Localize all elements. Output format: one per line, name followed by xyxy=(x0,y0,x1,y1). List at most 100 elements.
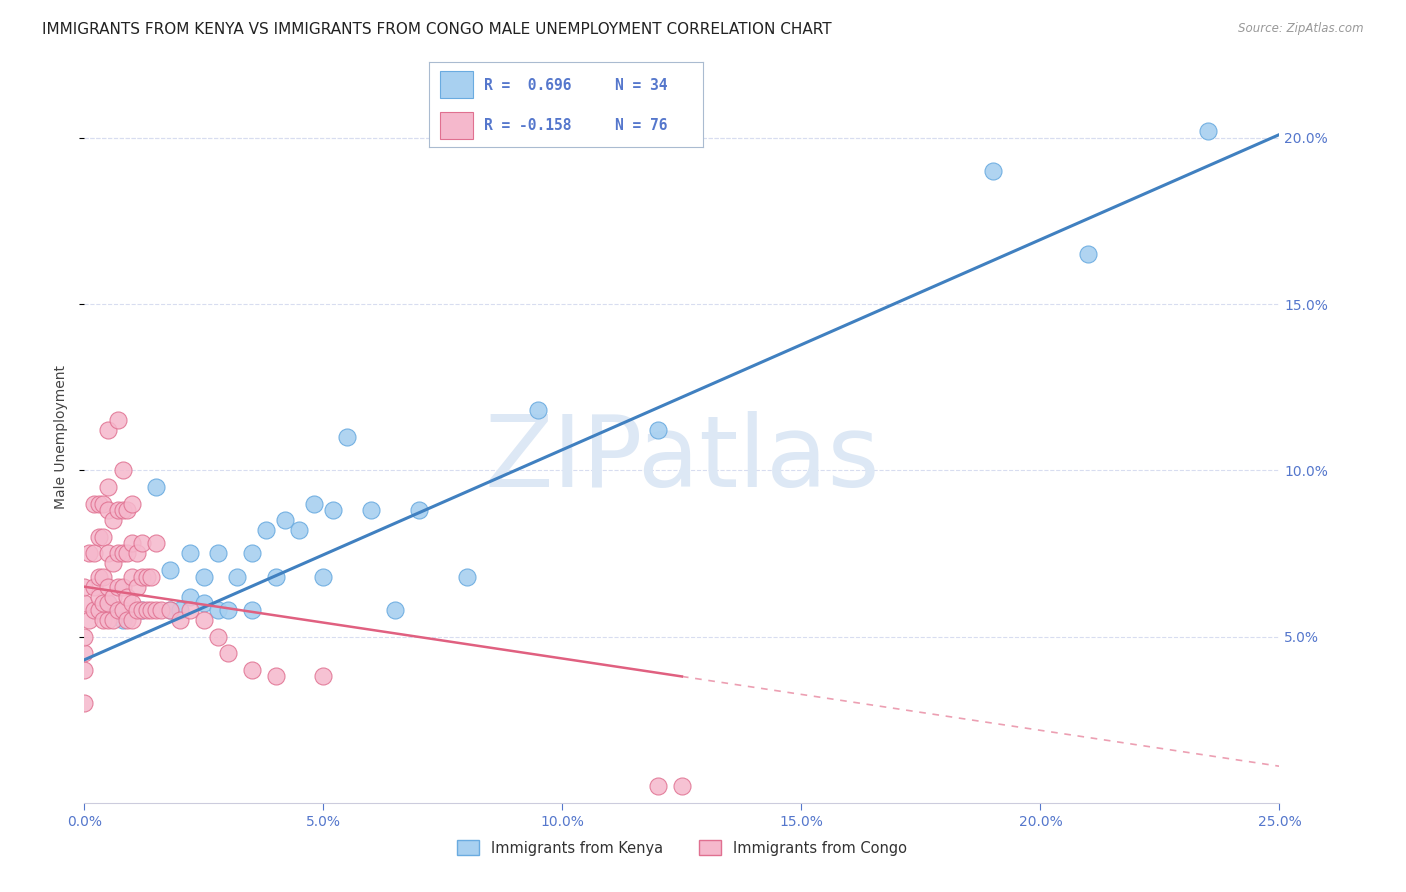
Point xyxy=(73,580,96,594)
Point xyxy=(1197,124,1219,138)
Point xyxy=(87,603,110,617)
Point xyxy=(111,546,134,560)
Point xyxy=(159,603,181,617)
Point xyxy=(179,603,201,617)
Y-axis label: Male Unemployment: Male Unemployment xyxy=(55,365,69,509)
Point xyxy=(207,630,229,644)
Point xyxy=(141,603,163,617)
Point xyxy=(240,603,263,617)
Point xyxy=(193,596,215,610)
Bar xyxy=(440,112,472,139)
Point xyxy=(288,523,311,537)
Point xyxy=(384,603,406,617)
Point xyxy=(240,546,263,560)
Point xyxy=(121,570,143,584)
Point xyxy=(107,603,129,617)
Point xyxy=(312,669,335,683)
Point xyxy=(671,779,693,793)
Point xyxy=(336,430,359,444)
Point xyxy=(193,613,215,627)
Point xyxy=(97,596,120,610)
Point xyxy=(93,570,115,584)
Point xyxy=(264,669,287,683)
Point xyxy=(141,570,163,584)
Point xyxy=(322,503,344,517)
Point xyxy=(135,603,157,617)
Legend: Immigrants from Kenya, Immigrants from Congo: Immigrants from Kenya, Immigrants from C… xyxy=(451,834,912,862)
Text: IMMIGRANTS FROM KENYA VS IMMIGRANTS FROM CONGO MALE UNEMPLOYMENT CORRELATION CHA: IMMIGRANTS FROM KENYA VS IMMIGRANTS FROM… xyxy=(42,22,832,37)
Point xyxy=(87,590,110,604)
Point xyxy=(111,580,134,594)
Point xyxy=(145,536,167,550)
Text: Source: ZipAtlas.com: Source: ZipAtlas.com xyxy=(1239,22,1364,36)
Point xyxy=(121,613,143,627)
Point xyxy=(73,646,96,660)
Point xyxy=(77,546,100,560)
Point xyxy=(87,530,110,544)
Text: R = -0.158: R = -0.158 xyxy=(484,118,571,133)
Point xyxy=(83,546,105,560)
Point xyxy=(77,613,100,627)
Point xyxy=(107,580,129,594)
Point xyxy=(1077,247,1099,261)
Point xyxy=(240,663,263,677)
Point xyxy=(83,603,105,617)
Point xyxy=(360,503,382,517)
Point xyxy=(117,546,139,560)
Point xyxy=(73,596,96,610)
Point xyxy=(97,546,120,560)
Text: N = 34: N = 34 xyxy=(616,78,668,93)
Point xyxy=(131,570,153,584)
Point xyxy=(111,603,134,617)
Point xyxy=(101,513,124,527)
Point xyxy=(97,580,120,594)
Point xyxy=(131,603,153,617)
Point xyxy=(217,603,239,617)
Point xyxy=(159,603,181,617)
Point xyxy=(131,536,153,550)
Point xyxy=(145,480,167,494)
Point xyxy=(312,570,335,584)
Point xyxy=(302,497,325,511)
Point xyxy=(274,513,297,527)
Point xyxy=(93,596,115,610)
Point xyxy=(117,503,139,517)
Point xyxy=(97,480,120,494)
Point xyxy=(107,413,129,427)
Point xyxy=(97,503,120,517)
Point xyxy=(169,613,191,627)
Point xyxy=(121,596,143,610)
Point xyxy=(125,603,148,617)
Point xyxy=(111,613,134,627)
Point xyxy=(111,503,134,517)
Point xyxy=(97,613,120,627)
Point xyxy=(87,570,110,584)
Point xyxy=(981,164,1004,178)
Point xyxy=(117,590,139,604)
Point xyxy=(111,463,134,477)
Point xyxy=(107,503,129,517)
Point xyxy=(408,503,430,517)
Text: N = 76: N = 76 xyxy=(616,118,668,133)
Point xyxy=(207,603,229,617)
Point xyxy=(87,497,110,511)
Point xyxy=(254,523,277,537)
Point xyxy=(159,563,181,577)
Point xyxy=(527,403,550,417)
Point xyxy=(179,590,201,604)
Point xyxy=(121,536,143,550)
Point xyxy=(145,603,167,617)
Point xyxy=(647,779,669,793)
Point xyxy=(125,546,148,560)
Text: ZIPatlas: ZIPatlas xyxy=(484,410,880,508)
Point xyxy=(83,497,105,511)
Point xyxy=(193,570,215,584)
Point xyxy=(101,590,124,604)
Point xyxy=(169,603,191,617)
Point xyxy=(226,570,249,584)
Point xyxy=(101,613,124,627)
Point xyxy=(117,613,139,627)
Point xyxy=(647,424,669,438)
Point xyxy=(93,530,115,544)
Point xyxy=(131,603,153,617)
